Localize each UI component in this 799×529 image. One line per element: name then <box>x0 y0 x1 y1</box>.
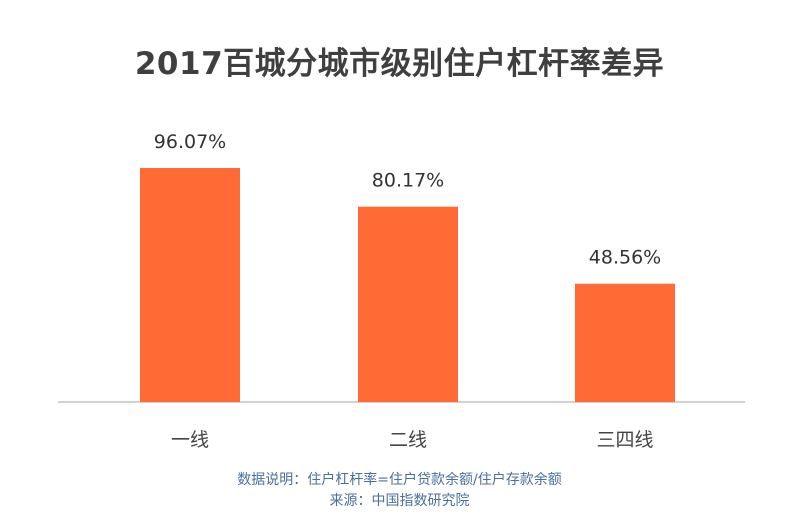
bar-0 <box>140 168 240 402</box>
category-label-0: 一线 <box>171 429 209 451</box>
data-definition-note: 数据说明：住户杠杆率=住户贷款余额/住户存款余额 <box>237 472 562 488</box>
data-label-2: 48.56% <box>589 247 661 269</box>
bar-1 <box>358 206 458 402</box>
bar-2 <box>575 283 675 402</box>
source-note: 来源：中国指数研究院 <box>329 493 470 509</box>
data-label-0: 96.07% <box>154 131 226 153</box>
category-label-1: 二线 <box>389 429 427 451</box>
category-label-2: 三四线 <box>596 429 653 451</box>
data-label-1: 80.17% <box>372 170 444 192</box>
chart-title: 2017百城分城市级别住户杠杆率差异 <box>134 46 665 82</box>
